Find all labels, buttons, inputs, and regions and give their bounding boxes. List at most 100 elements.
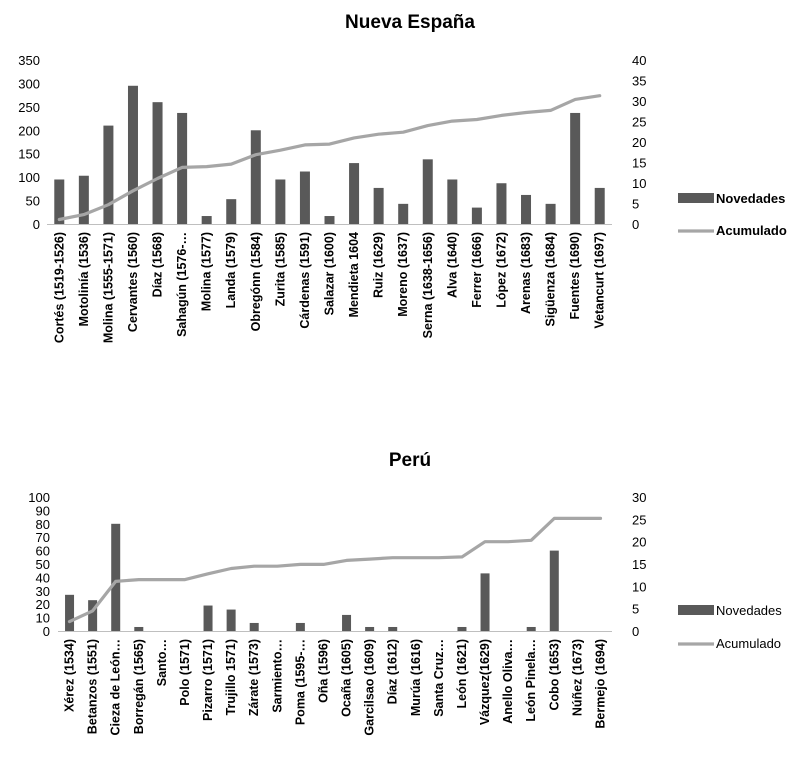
- bar: [88, 600, 98, 631]
- x-tick-label: Motolinía (1536): [77, 232, 91, 326]
- y-left-tick-label: 60: [36, 544, 50, 559]
- x-tick-label: Serna (1638-1656): [421, 232, 435, 338]
- x-tick-label: Bermejo (1694): [593, 639, 607, 729]
- x-tick-label: Oña (1596): [316, 639, 330, 703]
- legend-swatch-novedades: [678, 605, 714, 615]
- x-tick-label: Mendieta 1604: [347, 232, 361, 318]
- y-left-tick-label: 0: [43, 624, 50, 639]
- x-tick-label: Anello Oliva…: [501, 639, 515, 724]
- y-right-tick-label: 5: [632, 197, 639, 212]
- bar: [65, 594, 75, 631]
- y-right-tick-label: 5: [632, 602, 639, 617]
- bar: [226, 199, 237, 224]
- bar: [111, 523, 121, 631]
- x-tick-label: Garcilsao (1609): [363, 639, 377, 736]
- legend-label-acumulado: Acumulado: [716, 223, 787, 238]
- bar: [480, 573, 490, 631]
- legend-swatch-novedades: [678, 193, 714, 203]
- y-left-tick-label: 50: [26, 194, 40, 209]
- y-left-tick-label: 100: [28, 490, 50, 505]
- x-tick-label: Zárate (1573): [247, 639, 261, 716]
- x-tick-label: Vetancurt (1697): [593, 232, 607, 329]
- chart-title: Perú: [389, 450, 431, 471]
- y-left-tick-label: 20: [36, 597, 50, 612]
- x-tick-label: Betanzos (1551): [86, 639, 100, 734]
- bar: [545, 203, 556, 224]
- y-right-tick-label: 20: [632, 535, 646, 550]
- x-tick-label: Núñez (1673): [570, 639, 584, 716]
- bar: [295, 622, 305, 631]
- x-tick-label: Molina (1555-1571): [101, 232, 115, 343]
- y-left-tick-label: 40: [36, 570, 50, 585]
- bar: [521, 194, 532, 224]
- bar: [299, 171, 310, 224]
- x-tick-label: Murúa (1616): [409, 639, 423, 716]
- x-tick-label: López (1672): [494, 232, 508, 308]
- x-tick-label: Cobo (1653): [547, 639, 561, 711]
- y-left-tick-label: 150: [18, 147, 40, 162]
- bar: [152, 102, 163, 224]
- y-right-tick-label: 15: [632, 156, 646, 171]
- bar: [373, 187, 384, 224]
- x-tick-label: Xérez (1534): [63, 639, 77, 712]
- x-tick-label: Trujillo 1571): [224, 639, 238, 715]
- x-tick-label: Sahagún (1576-…: [175, 232, 189, 337]
- y-left-tick-label: 70: [36, 530, 50, 545]
- x-tick-label: Santa Cruz…: [432, 639, 446, 717]
- chart-nueva-espana: Nueva España 0 50 100 150 200 250 300 350 0 5 10 15…: [18, 12, 787, 343]
- bar: [103, 125, 114, 224]
- y-right-tick-label: 15: [632, 557, 646, 572]
- series-line-acumulado: [57, 94, 602, 222]
- x-tick-label: Cieza de León…: [109, 639, 123, 736]
- bar: [203, 605, 213, 631]
- x-tick-label: Díaz (1612): [386, 639, 400, 704]
- bar: [127, 85, 138, 225]
- bar: [570, 112, 581, 224]
- x-tick-label: Ruiz (1629): [372, 232, 386, 298]
- bar: [349, 163, 360, 224]
- y-left-tick-label: 0: [33, 217, 40, 232]
- legend-label-acumulado: Acumulado: [716, 636, 781, 651]
- bar: [388, 626, 398, 631]
- y-right-tick-label: 10: [632, 579, 646, 594]
- y-right-tick-label: 0: [632, 217, 639, 232]
- y-right-tick-label: 25: [632, 512, 646, 527]
- y-right-tick-label: 10: [632, 176, 646, 191]
- bar: [134, 626, 144, 631]
- x-tick-label: León (1621): [455, 639, 469, 708]
- bar: [526, 626, 536, 631]
- bar: [457, 626, 467, 631]
- x-tick-label: Ocaña (1605): [340, 639, 354, 717]
- y-right-tick-label: 30: [632, 94, 646, 109]
- x-tick-label: Obregónn (1584): [249, 232, 263, 331]
- x-tick-label: Arenas (1683): [519, 232, 533, 314]
- bar: [594, 187, 605, 224]
- x-tick-label: Cárdenas (1591): [298, 232, 312, 329]
- x-tick-label: Vázquez(1629): [478, 639, 492, 725]
- x-tick-label: Salazar (1600): [323, 232, 337, 315]
- bar: [78, 175, 89, 224]
- y-right-tick-label: 40: [632, 53, 646, 68]
- bar: [422, 159, 433, 224]
- x-tick-label: Ferrer (1666): [470, 232, 484, 308]
- x-tick-label: Alva (1640): [445, 232, 459, 298]
- legend-label-novedades: Novedades: [716, 603, 782, 618]
- x-tick-label: Molina (1577): [200, 232, 214, 311]
- y-left-tick-label: 90: [36, 503, 50, 518]
- y-left-tick-label: 350: [18, 53, 40, 68]
- y-left-tick-label: 80: [36, 517, 50, 532]
- y-right-tick-label: 0: [632, 624, 639, 639]
- bar: [549, 550, 559, 631]
- chart-peru: Perú 0102030405060708090100051015202530X…: [28, 450, 782, 736]
- x-tick-label: Sarmiento…: [270, 639, 284, 713]
- x-tick-label: Landa (1579): [224, 232, 238, 308]
- y-left-tick-label: 100: [18, 170, 40, 185]
- x-tick-label: Díaz (1568): [151, 232, 165, 297]
- x-tick-label: Borregán (1565): [132, 639, 146, 734]
- y-right-tick-label: 25: [632, 115, 646, 130]
- bar: [447, 179, 458, 224]
- legend-label-novedades: Novedades: [716, 191, 785, 206]
- chart-title: Nueva España: [345, 12, 475, 33]
- y-right-tick-label: 30: [632, 490, 646, 505]
